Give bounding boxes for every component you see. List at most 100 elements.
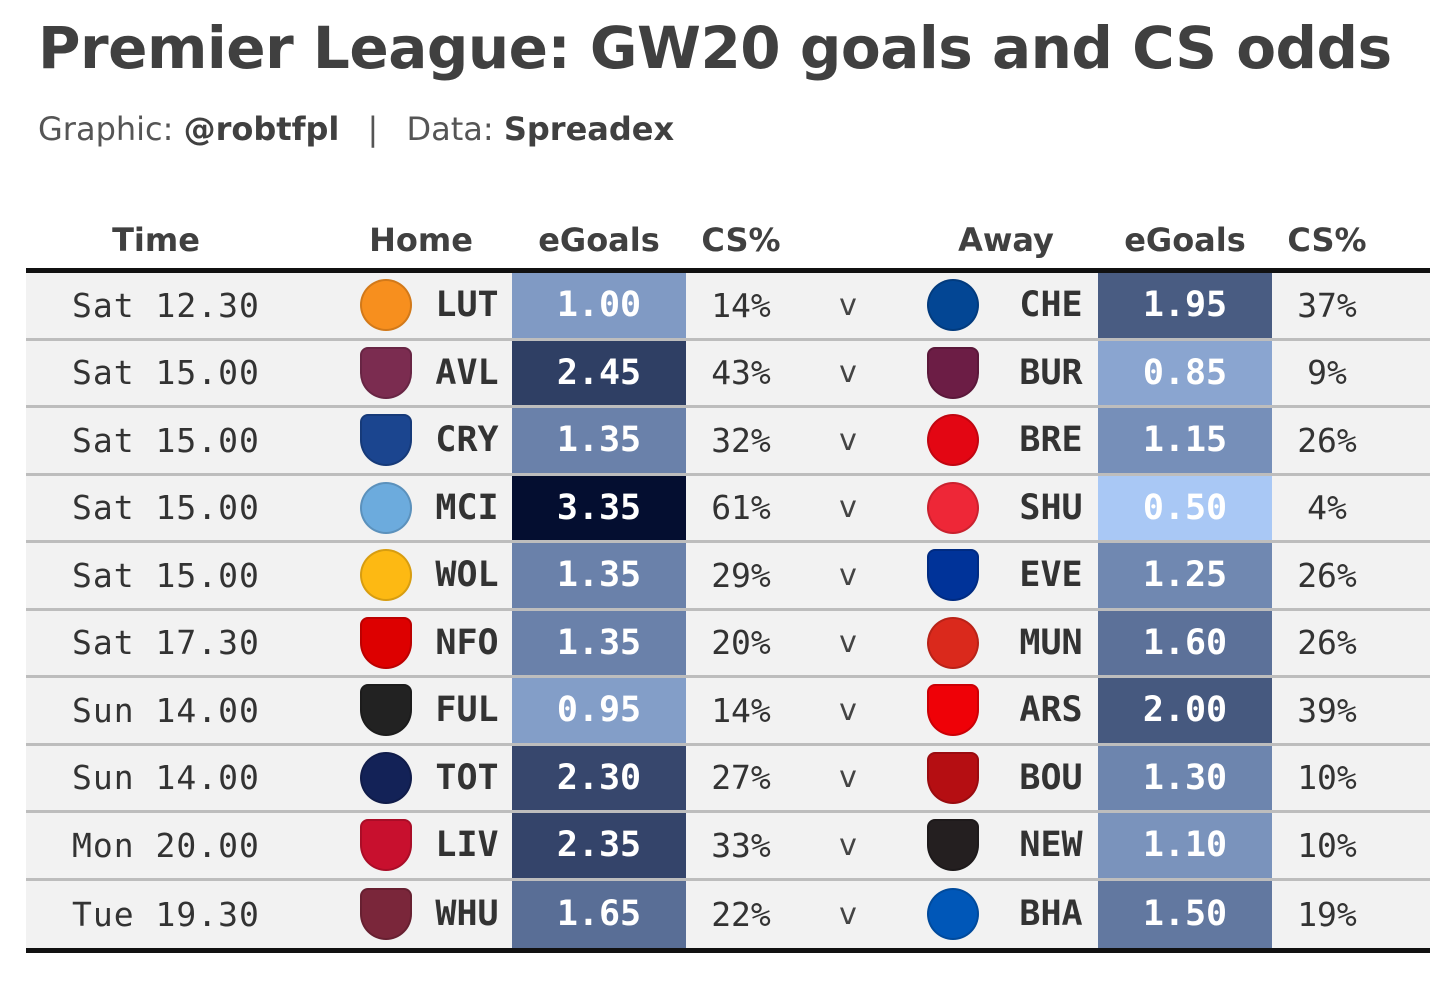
home-team-code: FUL (435, 690, 499, 731)
kickoff-time: Sat 15.00 (72, 488, 260, 528)
versus-label: v (839, 896, 857, 932)
liverpool-crest-icon (360, 819, 412, 872)
header-home: Home (369, 221, 473, 259)
home-team-code: CRY (435, 420, 499, 461)
versus-label: v (839, 760, 857, 796)
kickoff-time: Sat 15.00 (72, 555, 260, 595)
versus-label: v (839, 287, 857, 323)
table-row: Sat 15.00 CRY 1.35 32% v BRE 1.15 26% (26, 408, 1430, 476)
table-row: Sun 14.00 FUL 0.95 14% v ARS 2.00 39% (26, 678, 1430, 746)
away-team-code: BOU (1019, 757, 1083, 798)
away-team-code: EVE (1019, 555, 1083, 596)
away-team-code: BHA (1019, 894, 1083, 935)
home-egoals-cell: 1.35 (512, 543, 686, 608)
home-logo-cell (351, 678, 421, 743)
away-cs-cell: 10% (1297, 758, 1357, 798)
away-cs-cell: 39% (1297, 690, 1357, 730)
home-egoals-cell: 2.45 (512, 340, 686, 405)
away-cs-cell: 10% (1297, 825, 1357, 865)
kickoff-time: Sun 14.00 (72, 690, 260, 730)
away-logo-cell (918, 746, 988, 811)
chelsea-crest-icon (927, 279, 979, 332)
away-cs-cell: 26% (1297, 420, 1357, 460)
arsenal-crest-icon (927, 684, 979, 737)
table-row: Sat 12.30 LUT 1.00 14% v CHE 1.95 37% (26, 273, 1430, 341)
brighton-crest-icon (927, 888, 979, 941)
home-logo-cell (351, 273, 421, 338)
home-logo-cell (351, 813, 421, 878)
away-team-code: NEW (1019, 825, 1083, 866)
home-cs-cell: 22% (711, 894, 771, 934)
away-team-code: ARS (1019, 690, 1083, 731)
away-egoals-cell: 0.50 (1098, 475, 1272, 540)
chart-title: Premier League: GW20 goals and CS odds (38, 14, 1392, 82)
newcastle-crest-icon (927, 819, 979, 872)
away-team-code: BUR (1019, 352, 1083, 393)
away-logo-cell (918, 611, 988, 676)
versus-label: v (839, 557, 857, 593)
graphic-label: Graphic: (38, 110, 174, 148)
away-logo-cell (918, 341, 988, 406)
away-logo-cell (918, 408, 988, 473)
versus-label: v (839, 625, 857, 661)
home-cs-cell: 14% (711, 690, 771, 730)
manchester-united-crest-icon (927, 616, 979, 669)
header-rule (26, 268, 1430, 273)
table-row: Sat 15.00 AVL 2.45 43% v BUR 0.85 9% (26, 340, 1430, 408)
home-logo-cell (351, 746, 421, 811)
home-logo-cell (351, 881, 421, 949)
fulham-crest-icon (360, 684, 412, 737)
header-away-egoals: eGoals (1124, 221, 1246, 259)
table-row: Sat 17.30 NFO 1.35 20% v MUN 1.60 26% (26, 610, 1430, 678)
footer-rule (26, 948, 1430, 953)
sheffield-united-crest-icon (927, 481, 979, 534)
versus-label: v (839, 355, 857, 391)
home-egoals-cell: 1.65 (512, 880, 686, 948)
away-egoals-cell: 1.95 (1098, 273, 1272, 338)
away-logo-cell (918, 678, 988, 743)
kickoff-time: Sat 15.00 (72, 353, 260, 393)
table-row: Sun 14.00 TOT 2.30 27% v BOU 1.30 10% (26, 745, 1430, 813)
home-cs-cell: 29% (711, 555, 771, 595)
away-team-code: SHU (1019, 487, 1083, 528)
header-home-egoals: eGoals (538, 221, 660, 259)
kickoff-time: Mon 20.00 (72, 825, 260, 865)
header-time: Time (112, 221, 200, 259)
home-cs-cell: 33% (711, 825, 771, 865)
data-label: Data: (406, 110, 494, 148)
versus-label: v (839, 692, 857, 728)
table-row: Tue 19.30 WHU 1.65 22% v BHA 1.50 19% (26, 880, 1430, 949)
kickoff-time: Tue 19.30 (72, 894, 260, 934)
home-team-code: MCI (435, 487, 499, 528)
fixtures-table: Sat 12.30 LUT 1.00 14% v CHE 1.95 37% Sat 15.00 A… (26, 273, 1430, 948)
home-egoals-cell: 0.95 (512, 678, 686, 743)
home-egoals-cell: 1.35 (512, 610, 686, 675)
away-egoals-cell: 1.60 (1098, 610, 1272, 675)
table-header: Time Home eGoals CS% Away eGoals CS% (26, 212, 1430, 268)
away-egoals-cell: 1.25 (1098, 543, 1272, 608)
versus-label: v (839, 827, 857, 863)
kickoff-time: Sat 12.30 (72, 285, 260, 325)
away-cs-cell: 9% (1307, 353, 1347, 393)
home-logo-cell (351, 341, 421, 406)
versus-label: v (839, 490, 857, 526)
home-logo-cell (351, 408, 421, 473)
away-team-code: BRE (1019, 420, 1083, 461)
away-egoals-cell: 1.50 (1098, 880, 1272, 948)
home-cs-cell: 20% (711, 623, 771, 663)
kickoff-time: Sat 17.30 (72, 623, 260, 663)
home-egoals-cell: 1.00 (512, 273, 686, 338)
header-away: Away (958, 221, 1054, 259)
home-team-code: WHU (435, 894, 499, 935)
away-egoals-cell: 1.30 (1098, 745, 1272, 810)
header-away-cs: CS% (1287, 221, 1367, 259)
brentford-crest-icon (927, 414, 979, 467)
home-team-code: LIV (435, 825, 499, 866)
home-egoals-cell: 1.35 (512, 408, 686, 473)
home-cs-cell: 32% (711, 420, 771, 460)
home-egoals-cell: 3.35 (512, 475, 686, 540)
home-egoals-cell: 2.30 (512, 745, 686, 810)
burnley-crest-icon (927, 346, 979, 399)
home-team-code: WOL (435, 555, 499, 596)
away-cs-cell: 4% (1307, 488, 1347, 528)
